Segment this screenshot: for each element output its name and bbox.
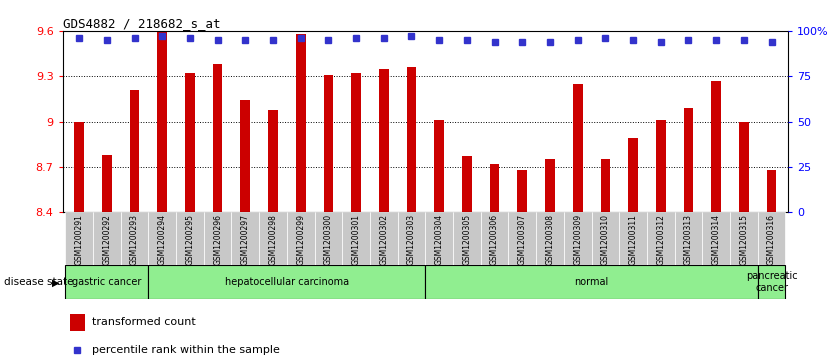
FancyBboxPatch shape (287, 212, 314, 265)
Text: GDS4882 / 218682_s_at: GDS4882 / 218682_s_at (63, 17, 220, 30)
FancyBboxPatch shape (647, 212, 675, 265)
FancyBboxPatch shape (480, 212, 509, 265)
FancyBboxPatch shape (203, 212, 232, 265)
Text: GSM1200303: GSM1200303 (407, 214, 416, 265)
Text: GSM1200297: GSM1200297 (241, 214, 250, 265)
Bar (379, 69, 389, 212)
FancyBboxPatch shape (148, 212, 176, 265)
FancyBboxPatch shape (730, 212, 757, 265)
FancyBboxPatch shape (398, 212, 425, 265)
FancyBboxPatch shape (675, 212, 702, 265)
Text: GSM1200301: GSM1200301 (352, 214, 360, 265)
Text: GSM1200304: GSM1200304 (435, 214, 444, 265)
FancyBboxPatch shape (425, 265, 757, 299)
Bar (545, 159, 555, 212)
FancyBboxPatch shape (757, 212, 786, 265)
Text: hepatocellular carcinoma: hepatocellular carcinoma (225, 277, 349, 287)
Bar (517, 170, 527, 212)
Text: GSM1200296: GSM1200296 (214, 214, 222, 265)
Text: gastric cancer: gastric cancer (73, 277, 142, 287)
Text: GSM1200310: GSM1200310 (600, 214, 610, 265)
Text: GSM1200306: GSM1200306 (490, 214, 499, 265)
Bar (739, 122, 749, 212)
FancyBboxPatch shape (121, 212, 148, 265)
Text: transformed count: transformed count (92, 317, 196, 327)
FancyBboxPatch shape (65, 212, 93, 265)
Bar (213, 64, 223, 212)
Text: pancreatic
cancer: pancreatic cancer (746, 272, 797, 293)
FancyBboxPatch shape (65, 265, 148, 299)
FancyBboxPatch shape (342, 212, 370, 265)
Bar (407, 67, 416, 212)
FancyBboxPatch shape (176, 212, 203, 265)
Bar (185, 73, 195, 212)
Text: GSM1200299: GSM1200299 (296, 214, 305, 265)
FancyBboxPatch shape (757, 265, 786, 299)
Text: GSM1200298: GSM1200298 (269, 214, 278, 265)
Bar (628, 138, 638, 212)
Text: GSM1200312: GSM1200312 (656, 214, 666, 265)
Bar (490, 164, 500, 212)
Bar (130, 90, 139, 212)
Text: ▶: ▶ (52, 277, 59, 287)
FancyBboxPatch shape (259, 212, 287, 265)
Text: GSM1200294: GSM1200294 (158, 214, 167, 265)
Text: GSM1200307: GSM1200307 (518, 214, 527, 265)
Text: GSM1200293: GSM1200293 (130, 214, 139, 265)
Text: GSM1200305: GSM1200305 (462, 214, 471, 265)
Bar (684, 108, 693, 212)
FancyBboxPatch shape (314, 212, 342, 265)
Bar (269, 110, 278, 212)
Bar (462, 156, 472, 212)
FancyBboxPatch shape (425, 212, 453, 265)
FancyBboxPatch shape (591, 212, 619, 265)
FancyBboxPatch shape (619, 212, 647, 265)
Text: GSM1200295: GSM1200295 (185, 214, 194, 265)
FancyBboxPatch shape (564, 212, 591, 265)
Bar (573, 84, 582, 212)
FancyBboxPatch shape (453, 212, 480, 265)
Text: normal: normal (575, 277, 609, 287)
Text: GSM1200302: GSM1200302 (379, 214, 389, 265)
Text: GSM1200311: GSM1200311 (629, 214, 637, 265)
Bar (70, 314, 84, 331)
FancyBboxPatch shape (232, 212, 259, 265)
FancyBboxPatch shape (370, 212, 398, 265)
Bar (600, 159, 610, 212)
Text: GSM1200309: GSM1200309 (573, 214, 582, 265)
Bar (656, 120, 666, 212)
Bar (296, 34, 305, 212)
Bar (102, 155, 112, 212)
Bar (74, 122, 84, 212)
Text: GSM1200315: GSM1200315 (739, 214, 748, 265)
Text: GSM1200313: GSM1200313 (684, 214, 693, 265)
Bar (324, 75, 334, 212)
Text: GSM1200314: GSM1200314 (711, 214, 721, 265)
Bar (351, 73, 361, 212)
Text: GSM1200300: GSM1200300 (324, 214, 333, 265)
Text: GSM1200316: GSM1200316 (767, 214, 776, 265)
Bar (240, 101, 250, 212)
Bar (766, 170, 776, 212)
Text: GSM1200292: GSM1200292 (103, 214, 112, 265)
FancyBboxPatch shape (702, 212, 730, 265)
FancyBboxPatch shape (93, 212, 121, 265)
Text: GSM1200291: GSM1200291 (75, 214, 83, 265)
Bar (435, 120, 444, 212)
Text: GSM1200308: GSM1200308 (545, 214, 555, 265)
FancyBboxPatch shape (148, 265, 425, 299)
Text: disease state: disease state (4, 277, 73, 287)
Text: percentile rank within the sample: percentile rank within the sample (92, 345, 279, 355)
FancyBboxPatch shape (509, 212, 536, 265)
Bar (158, 31, 167, 212)
Bar (711, 81, 721, 212)
FancyBboxPatch shape (536, 212, 564, 265)
